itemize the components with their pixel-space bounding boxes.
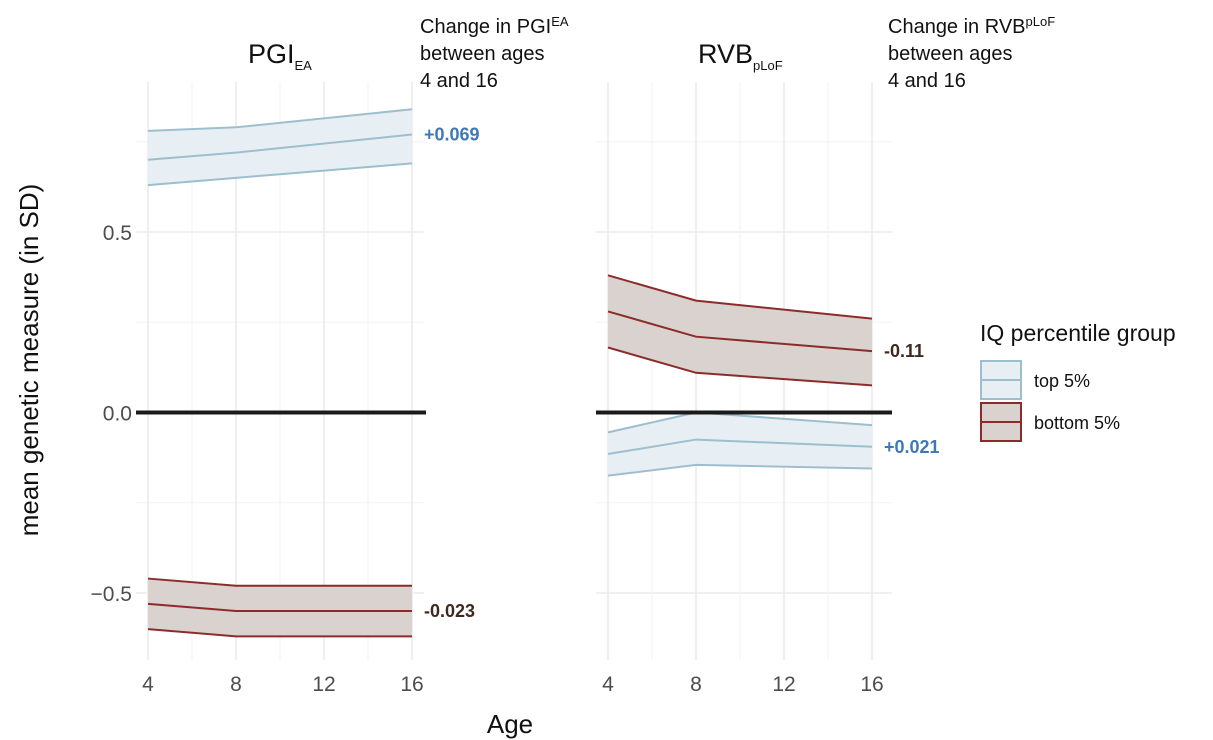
band-bottom-5pct <box>608 275 872 386</box>
y-tick-label: 0.5 <box>103 222 132 245</box>
y-axis-title: mean genetic measure (in SD) <box>14 184 44 537</box>
panel-1-title: PGIEA <box>248 39 312 73</box>
mean-line-top <box>147 133 413 161</box>
x-tick-label: 12 <box>772 673 795 696</box>
upper-bound-bottom <box>607 274 873 320</box>
panel-2-note-line2: between ages <box>888 43 1013 65</box>
upper-bound-bottom <box>147 577 412 587</box>
legend-label-bottom: bottom 5% <box>1034 413 1120 433</box>
lower-bound-bottom <box>147 628 412 638</box>
y-tick-label: 0.0 <box>103 403 132 426</box>
upper-bound-top <box>147 108 413 132</box>
y-tick-label: −0.5 <box>91 583 132 606</box>
x-tick-label: 16 <box>860 673 883 696</box>
band-bottom-5pct <box>148 578 412 637</box>
series-label-layer: +0.069 -0.023 +0.021 -0.11 <box>424 125 940 622</box>
legend-title: IQ percentile group <box>980 320 1176 346</box>
panel-2-title: RVBpLoF <box>698 39 783 73</box>
x-tick-label: 4 <box>602 673 614 696</box>
x-tick-label: 16 <box>400 673 423 696</box>
lower-bound-top <box>147 162 413 187</box>
change-label-bottom: -0.023 <box>424 601 475 621</box>
panel-2-note-line3: 4 and 16 <box>888 70 966 92</box>
change-label-top: +0.021 <box>884 437 940 457</box>
x-tick-label: 4 <box>142 673 154 696</box>
change-label-bottom: -0.11 <box>884 341 924 361</box>
band-layer <box>147 108 873 638</box>
panel-1-note-line1: Change in PGIEA <box>420 14 569 38</box>
panel-2-note-line1: Change in RVBpLoF <box>888 14 1055 38</box>
mean-line-bottom <box>147 602 412 613</box>
x-tick-label: 8 <box>230 673 242 696</box>
x-axis-title: Age <box>487 709 533 739</box>
lower-bound-bottom <box>607 346 873 387</box>
band-top-5pct <box>608 412 872 476</box>
panel-1-note-line3: 4 and 16 <box>420 70 498 92</box>
mean-line-top <box>607 438 873 456</box>
panel-1-note-line2: between ages <box>420 43 545 65</box>
mean-line-bottom <box>607 310 873 353</box>
lower-bound-top <box>607 463 873 477</box>
x-tick-label: 8 <box>690 673 702 696</box>
tick-layer: 4 8 12 16 4 8 12 16 0.5 0.0 −0.5 <box>91 222 884 696</box>
change-label-top: +0.069 <box>424 125 480 145</box>
x-tick-label: 12 <box>312 673 335 696</box>
legend-label-top: top 5% <box>1034 371 1090 391</box>
